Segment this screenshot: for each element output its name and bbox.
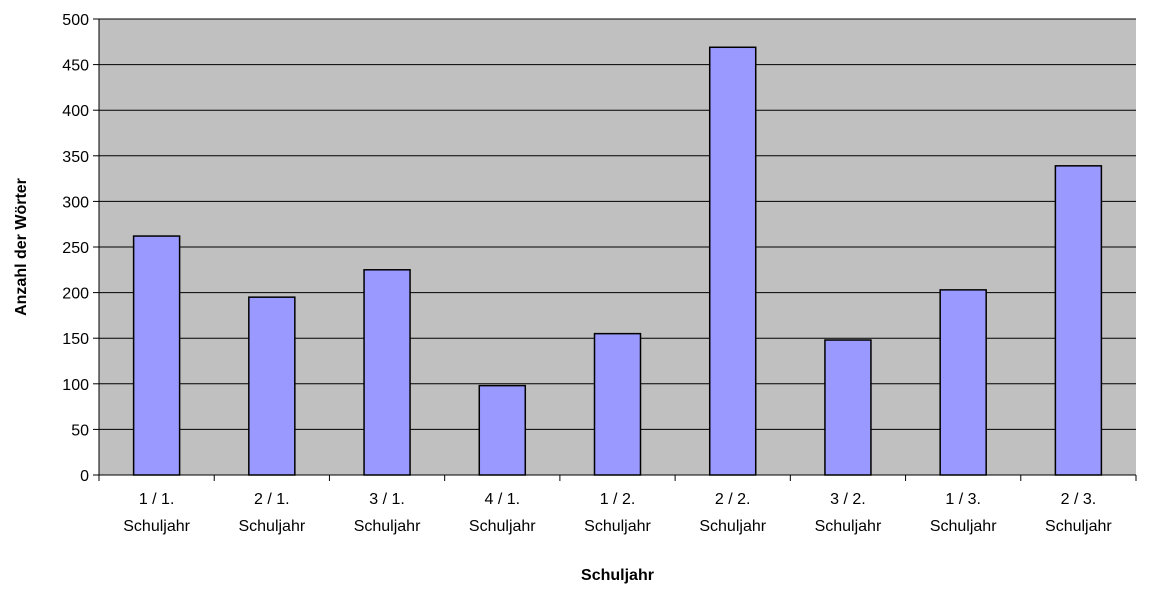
x-tick-label-line: 3 / 2. xyxy=(830,491,866,508)
x-tick-label: 4 / 1. Schuljahr xyxy=(469,491,536,535)
x-tick-label: 3 / 2. Schuljahr xyxy=(815,491,882,535)
bar xyxy=(363,269,411,476)
y-tick-label: 200 xyxy=(62,286,89,303)
x-tick-label-line: Schuljahr xyxy=(238,518,305,535)
x-tick-label: 1 / 3. Schuljahr xyxy=(930,491,997,535)
axes xyxy=(93,18,1137,481)
bar xyxy=(132,235,181,476)
x-axis-title: Schuljahr xyxy=(581,567,654,584)
y-tick-label: 450 xyxy=(62,58,89,75)
x-tick-label-line: 1 / 3. xyxy=(945,491,981,508)
bar xyxy=(708,46,757,476)
y-tick-label: 400 xyxy=(62,103,89,120)
x-tick-label: 2 / 1. Schuljahr xyxy=(238,491,305,535)
x-tick-label: 2 / 3. Schuljahr xyxy=(1045,491,1112,535)
x-tick-label-line: Schuljahr xyxy=(815,518,882,535)
x-tick-label-line: 1 / 2. xyxy=(600,491,636,508)
x-tick-label-line: Schuljahr xyxy=(469,518,536,535)
x-tick-label-line: Schuljahr xyxy=(699,518,766,535)
x-tick-label-line: Schuljahr xyxy=(354,518,421,535)
y-tick-labels: 0 50 100 150 200 250 300 350 400 450 500 xyxy=(62,12,89,485)
y-tick-label: 100 xyxy=(62,377,89,394)
y-tick-label: 300 xyxy=(62,194,89,211)
x-tick-label-line: Schuljahr xyxy=(123,518,190,535)
y-tick-label: 350 xyxy=(62,149,89,166)
y-tick-label: 0 xyxy=(80,468,89,485)
bar xyxy=(824,339,872,476)
x-tick-label-line: 2 / 2. xyxy=(715,491,751,508)
y-tick-label: 150 xyxy=(62,331,89,348)
x-tick-label-line: 2 / 1. xyxy=(254,491,290,508)
x-tick-label-line: 4 / 1. xyxy=(484,491,520,508)
x-tick-label-line: Schuljahr xyxy=(584,518,651,535)
x-tick-labels: 1 / 1. Schuljahr 2 / 1. Schuljahr 3 / 1. Schu… xyxy=(123,491,1112,535)
x-tick-label-line: 2 / 3. xyxy=(1061,491,1097,508)
y-tick-label: 250 xyxy=(62,240,89,257)
bar xyxy=(478,384,527,476)
y-axis-title: Anzahl der Wörter xyxy=(13,178,30,316)
x-tick-label-line: 3 / 1. xyxy=(369,491,405,508)
bar xyxy=(939,289,987,476)
y-tick-label: 500 xyxy=(62,12,89,29)
bar xyxy=(248,296,296,476)
bar xyxy=(593,332,642,476)
bar xyxy=(1054,165,1103,476)
x-tick-label: 3 / 1. Schuljahr xyxy=(354,491,421,535)
x-tick-label-line: Schuljahr xyxy=(930,518,997,535)
x-tick-label: 2 / 2. Schuljahr xyxy=(699,491,766,535)
x-tick-label: 1 / 1. Schuljahr xyxy=(123,491,190,535)
x-tick-label-line: Schuljahr xyxy=(1045,518,1112,535)
x-tick-label-line: 1 / 1. xyxy=(139,491,175,508)
y-tick-label: 50 xyxy=(71,422,89,439)
x-tick-label: 1 / 2. Schuljahr xyxy=(584,491,651,535)
